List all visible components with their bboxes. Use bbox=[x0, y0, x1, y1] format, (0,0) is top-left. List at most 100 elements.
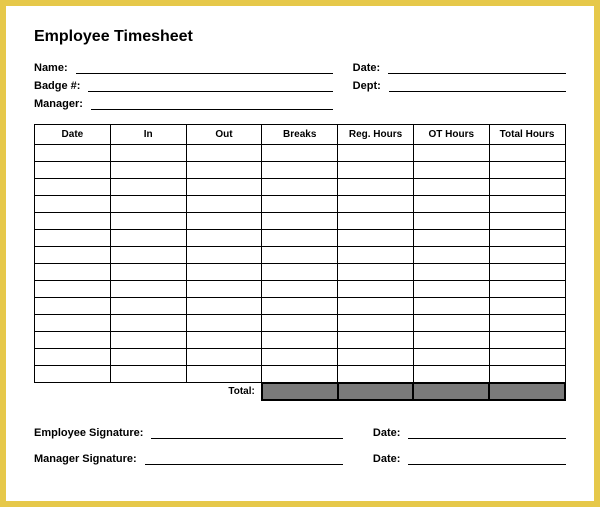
table-cell[interactable] bbox=[110, 230, 186, 247]
table-cell[interactable] bbox=[35, 213, 111, 230]
table-cell[interactable] bbox=[338, 145, 414, 162]
table-cell[interactable] bbox=[338, 213, 414, 230]
table-cell[interactable] bbox=[489, 264, 565, 281]
manager-sig-date-line[interactable] bbox=[408, 453, 566, 465]
table-cell[interactable] bbox=[262, 332, 338, 349]
table-cell[interactable] bbox=[338, 230, 414, 247]
badge-line[interactable] bbox=[88, 80, 332, 92]
table-cell[interactable] bbox=[338, 162, 414, 179]
table-cell[interactable] bbox=[35, 145, 111, 162]
table-cell[interactable] bbox=[489, 315, 565, 332]
table-cell[interactable] bbox=[413, 179, 489, 196]
table-cell[interactable] bbox=[489, 145, 565, 162]
table-cell[interactable] bbox=[262, 162, 338, 179]
table-cell[interactable] bbox=[338, 281, 414, 298]
table-cell[interactable] bbox=[262, 281, 338, 298]
table-cell[interactable] bbox=[186, 281, 262, 298]
table-cell[interactable] bbox=[413, 366, 489, 383]
table-cell[interactable] bbox=[110, 349, 186, 366]
table-cell[interactable] bbox=[262, 145, 338, 162]
table-cell[interactable] bbox=[35, 315, 111, 332]
table-cell[interactable] bbox=[186, 247, 262, 264]
table-cell[interactable] bbox=[489, 213, 565, 230]
table-cell[interactable] bbox=[489, 281, 565, 298]
table-cell[interactable] bbox=[186, 349, 262, 366]
employee-sig-date-line[interactable] bbox=[408, 427, 566, 439]
table-cell[interactable] bbox=[413, 281, 489, 298]
table-cell[interactable] bbox=[186, 264, 262, 281]
table-cell[interactable] bbox=[338, 179, 414, 196]
table-cell[interactable] bbox=[262, 213, 338, 230]
table-cell[interactable] bbox=[413, 145, 489, 162]
table-cell[interactable] bbox=[338, 315, 414, 332]
date-line[interactable] bbox=[388, 62, 566, 74]
table-cell[interactable] bbox=[110, 366, 186, 383]
dept-line[interactable] bbox=[389, 80, 566, 92]
table-cell[interactable] bbox=[110, 213, 186, 230]
table-cell[interactable] bbox=[35, 281, 111, 298]
table-cell[interactable] bbox=[35, 230, 111, 247]
table-cell[interactable] bbox=[262, 264, 338, 281]
table-cell[interactable] bbox=[262, 196, 338, 213]
table-cell[interactable] bbox=[35, 366, 111, 383]
table-cell[interactable] bbox=[35, 179, 111, 196]
table-cell[interactable] bbox=[262, 247, 338, 264]
table-cell[interactable] bbox=[262, 349, 338, 366]
table-cell[interactable] bbox=[35, 247, 111, 264]
table-cell[interactable] bbox=[489, 179, 565, 196]
table-cell[interactable] bbox=[110, 332, 186, 349]
table-cell[interactable] bbox=[186, 230, 262, 247]
table-cell[interactable] bbox=[413, 264, 489, 281]
table-cell[interactable] bbox=[413, 247, 489, 264]
table-cell[interactable] bbox=[186, 179, 262, 196]
table-cell[interactable] bbox=[489, 162, 565, 179]
table-cell[interactable] bbox=[186, 213, 262, 230]
table-cell[interactable] bbox=[35, 349, 111, 366]
table-cell[interactable] bbox=[186, 145, 262, 162]
table-cell[interactable] bbox=[110, 162, 186, 179]
table-cell[interactable] bbox=[413, 298, 489, 315]
table-cell[interactable] bbox=[489, 247, 565, 264]
employee-sig-line[interactable] bbox=[151, 427, 343, 439]
table-cell[interactable] bbox=[262, 366, 338, 383]
table-cell[interactable] bbox=[35, 162, 111, 179]
table-cell[interactable] bbox=[489, 349, 565, 366]
table-cell[interactable] bbox=[489, 230, 565, 247]
table-cell[interactable] bbox=[338, 298, 414, 315]
table-cell[interactable] bbox=[35, 298, 111, 315]
table-cell[interactable] bbox=[413, 349, 489, 366]
table-cell[interactable] bbox=[110, 247, 186, 264]
table-cell[interactable] bbox=[489, 196, 565, 213]
table-cell[interactable] bbox=[338, 349, 414, 366]
table-cell[interactable] bbox=[338, 196, 414, 213]
table-cell[interactable] bbox=[338, 366, 414, 383]
table-cell[interactable] bbox=[262, 230, 338, 247]
table-cell[interactable] bbox=[186, 298, 262, 315]
table-cell[interactable] bbox=[35, 264, 111, 281]
table-cell[interactable] bbox=[186, 332, 262, 349]
table-cell[interactable] bbox=[186, 315, 262, 332]
table-cell[interactable] bbox=[413, 213, 489, 230]
table-cell[interactable] bbox=[110, 196, 186, 213]
table-cell[interactable] bbox=[110, 179, 186, 196]
table-cell[interactable] bbox=[338, 247, 414, 264]
table-cell[interactable] bbox=[262, 179, 338, 196]
table-cell[interactable] bbox=[413, 230, 489, 247]
table-cell[interactable] bbox=[35, 196, 111, 213]
table-cell[interactable] bbox=[262, 298, 338, 315]
table-cell[interactable] bbox=[262, 315, 338, 332]
table-cell[interactable] bbox=[186, 162, 262, 179]
table-cell[interactable] bbox=[110, 298, 186, 315]
table-cell[interactable] bbox=[186, 366, 262, 383]
manager-line[interactable] bbox=[91, 98, 333, 110]
table-cell[interactable] bbox=[413, 162, 489, 179]
table-cell[interactable] bbox=[110, 145, 186, 162]
table-cell[interactable] bbox=[110, 281, 186, 298]
manager-sig-line[interactable] bbox=[145, 453, 343, 465]
table-cell[interactable] bbox=[35, 332, 111, 349]
table-cell[interactable] bbox=[413, 332, 489, 349]
table-cell[interactable] bbox=[489, 366, 565, 383]
table-cell[interactable] bbox=[413, 196, 489, 213]
table-cell[interactable] bbox=[186, 196, 262, 213]
table-cell[interactable] bbox=[110, 315, 186, 332]
